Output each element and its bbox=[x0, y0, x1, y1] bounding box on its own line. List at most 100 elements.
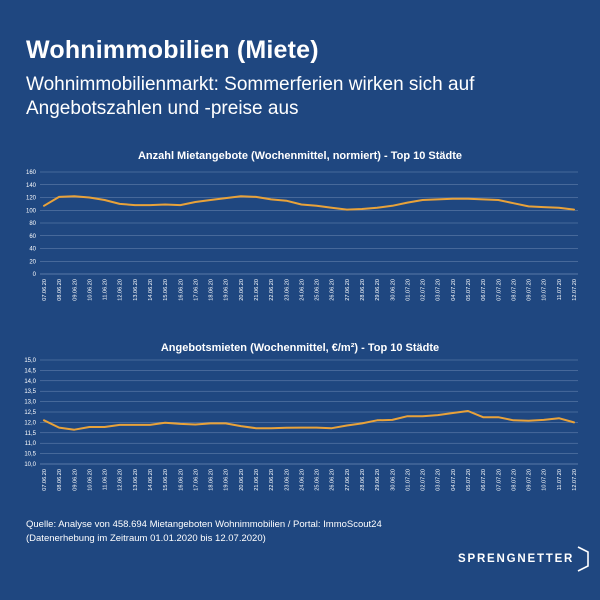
y-tick-label: 14,0 bbox=[24, 379, 36, 385]
x-tick-label: 15.06.20 bbox=[163, 469, 169, 491]
x-tick-label: 17.06.20 bbox=[193, 469, 199, 491]
y-tick-label: 100 bbox=[26, 208, 37, 214]
x-tick-label: 12.06.20 bbox=[118, 469, 124, 491]
chart-mietangebote: Anzahl Mietangebote (Wochenmittel, normi… bbox=[26, 150, 578, 301]
y-tick-label: 20 bbox=[29, 259, 36, 265]
logo-wordmark: SPRENGNETTER bbox=[458, 553, 575, 565]
x-tick-label: 01.07.20 bbox=[405, 469, 411, 491]
x-tick-label: 07.07.20 bbox=[496, 469, 502, 491]
x-tick-label: 26.06.20 bbox=[330, 469, 336, 491]
x-tick-label: 28.06.20 bbox=[360, 469, 366, 491]
x-tick-label: 09.06.20 bbox=[72, 279, 78, 301]
source-line-2: (Datenerhebung im Zeitraum 01.01.2020 bi… bbox=[26, 532, 266, 544]
y-tick-label: 11,5 bbox=[25, 431, 37, 437]
x-tick-label: 25.06.20 bbox=[315, 279, 321, 301]
x-tick-label: 08.07.20 bbox=[511, 469, 517, 491]
x-tick-label: 06.07.20 bbox=[481, 279, 487, 301]
x-tick-label: 11.06.20 bbox=[103, 279, 109, 300]
series-line bbox=[43, 410, 575, 431]
y-tick-label: 0 bbox=[33, 272, 37, 278]
x-tick-label: 11.06.20 bbox=[103, 469, 109, 490]
x-tick-label: 30.06.20 bbox=[390, 279, 396, 301]
x-tick-label: 17.06.20 bbox=[193, 279, 199, 301]
y-tick-label: 10,5 bbox=[24, 452, 36, 458]
x-tick-label: 26.06.20 bbox=[330, 279, 336, 301]
x-tick-label: 24.06.20 bbox=[299, 279, 305, 301]
y-tick-label: 10,0 bbox=[24, 462, 36, 468]
x-tick-label: 05.07.20 bbox=[466, 279, 472, 301]
x-tick-label: 30.06.20 bbox=[390, 469, 396, 491]
page-title: Wohnimmobilien (Miete) bbox=[26, 36, 319, 64]
x-tick-label: 25.06.20 bbox=[315, 469, 321, 491]
y-tick-label: 13,0 bbox=[24, 400, 36, 406]
source-line-1: Quelle: Analyse von 458.694 Mietangebote… bbox=[26, 519, 382, 530]
x-tick-label: 10.06.20 bbox=[87, 469, 93, 491]
x-tick-label: 09.06.20 bbox=[72, 469, 78, 491]
x-tick-label: 21.06.20 bbox=[254, 469, 260, 491]
chart-series bbox=[43, 195, 575, 211]
x-tick-label: 19.06.20 bbox=[224, 279, 230, 301]
x-tick-label: 12.07.20 bbox=[572, 469, 578, 491]
y-tick-label: 12,5 bbox=[24, 410, 36, 416]
x-tick-label: 18.06.20 bbox=[209, 469, 215, 491]
x-tick-label: 03.07.20 bbox=[436, 279, 442, 301]
x-tick-label: 29.06.20 bbox=[375, 279, 381, 301]
x-tick-label: 01.07.20 bbox=[405, 279, 411, 301]
y-axis: 0 20 40 60 80 100 120 140 160 bbox=[26, 170, 37, 278]
chart-title: Angebotsmieten (Wochenmittel, €/m²) - To… bbox=[161, 342, 439, 354]
source-note: Quelle: Analyse von 458.694 Mietangebote… bbox=[26, 518, 382, 545]
x-tick-label: 07.06.20 bbox=[42, 279, 48, 301]
y-tick-label: 13,5 bbox=[24, 389, 36, 395]
y-tick-label: 14,5 bbox=[24, 368, 36, 374]
y-axis: 10,0 10,5 11,0 11,5 12,0 12,5 13,0 13,5 14,0 14,5… bbox=[24, 358, 36, 468]
x-tick-label: 09.07.20 bbox=[527, 469, 533, 491]
x-tick-label: 11.07.20 bbox=[557, 469, 563, 490]
y-tick-label: 40 bbox=[29, 247, 36, 253]
x-tick-label: 11.07.20 bbox=[557, 279, 563, 300]
y-tick-label: 120 bbox=[26, 196, 37, 202]
x-tick-label: 04.07.20 bbox=[451, 469, 457, 491]
x-tick-label: 14.06.20 bbox=[148, 279, 154, 301]
x-tick-label: 14.06.20 bbox=[148, 469, 154, 491]
page-subtitle: Wohnimmobilienmarkt: Sommerferien wirken… bbox=[26, 74, 475, 119]
x-tick-label: 10.06.20 bbox=[87, 279, 93, 301]
x-axis: 07.06.20 08.06.20 09.06.20 10.06.20 11.06.20… bbox=[42, 469, 578, 491]
x-tick-label: 07.07.20 bbox=[496, 279, 502, 301]
x-tick-label: 09.07.20 bbox=[527, 279, 533, 301]
x-axis: 07.06.20 08.06.20 09.06.20 10.06.20 11.06.20… bbox=[42, 279, 578, 301]
x-tick-label: 16.06.20 bbox=[178, 469, 184, 491]
y-tick-label: 12,0 bbox=[24, 420, 36, 426]
x-tick-label: 18.06.20 bbox=[209, 279, 215, 301]
x-tick-label: 27.06.20 bbox=[345, 279, 351, 301]
chart-title: Anzahl Mietangebote (Wochenmittel, normi… bbox=[138, 150, 462, 162]
x-tick-label: 13.06.20 bbox=[133, 469, 139, 491]
x-tick-label: 13.06.20 bbox=[133, 279, 139, 301]
x-tick-label: 23.06.20 bbox=[284, 469, 290, 491]
x-tick-label: 05.07.20 bbox=[466, 469, 472, 491]
x-tick-label: 12.06.20 bbox=[118, 279, 124, 301]
x-tick-label: 23.06.20 bbox=[284, 279, 290, 301]
chart-angebotsmieten: Angebotsmieten (Wochenmittel, €/m²) - To… bbox=[24, 342, 578, 491]
x-tick-label: 16.06.20 bbox=[178, 279, 184, 301]
x-tick-label: 21.06.20 bbox=[254, 279, 260, 301]
y-tick-label: 11,0 bbox=[25, 441, 37, 447]
x-tick-label: 03.07.20 bbox=[436, 469, 442, 491]
x-tick-label: 15.06.20 bbox=[163, 279, 169, 301]
y-tick-label: 80 bbox=[29, 221, 36, 227]
x-tick-label: 19.06.20 bbox=[224, 469, 230, 491]
y-tick-label: 160 bbox=[26, 170, 37, 176]
x-tick-label: 02.07.20 bbox=[421, 469, 427, 491]
x-tick-label: 29.06.20 bbox=[375, 469, 381, 491]
x-tick-label: 27.06.20 bbox=[345, 469, 351, 491]
x-tick-label: 07.06.20 bbox=[42, 469, 48, 491]
x-tick-label: 10.07.20 bbox=[542, 469, 548, 491]
x-tick-label: 12.07.20 bbox=[572, 279, 578, 301]
x-tick-label: 06.07.20 bbox=[481, 469, 487, 491]
x-tick-label: 22.06.20 bbox=[269, 279, 275, 301]
y-tick-label: 140 bbox=[26, 183, 37, 189]
logo-bracket-icon bbox=[577, 546, 589, 572]
chart-grid bbox=[40, 359, 578, 465]
chart-grid bbox=[40, 171, 578, 275]
x-tick-label: 04.07.20 bbox=[451, 279, 457, 301]
x-tick-label: 08.07.20 bbox=[511, 279, 517, 301]
